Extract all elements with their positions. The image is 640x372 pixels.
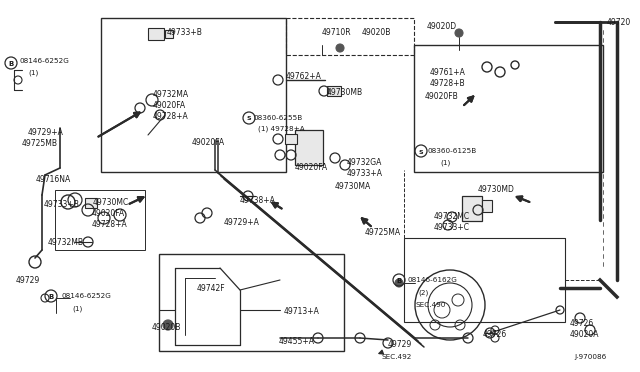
Text: 49728+A: 49728+A (153, 112, 189, 121)
Text: 49732MB: 49732MB (48, 238, 84, 247)
Bar (165, 30, 173, 38)
Text: 49729: 49729 (16, 276, 40, 285)
Text: 49728+A: 49728+A (92, 220, 128, 229)
Text: 49020FA: 49020FA (92, 209, 125, 218)
Text: 49020FA: 49020FA (295, 163, 328, 172)
Text: SEC.490: SEC.490 (415, 302, 445, 308)
Text: J-970086: J-970086 (574, 354, 606, 360)
Text: 49730MD: 49730MD (478, 185, 515, 194)
Text: 49729+A: 49729+A (28, 128, 64, 137)
Text: (1): (1) (440, 159, 451, 166)
Bar (286, 18, 414, 55)
Text: 49733+A: 49733+A (347, 169, 383, 178)
Text: 49732GA: 49732GA (347, 158, 382, 167)
Text: (2): (2) (418, 289, 428, 295)
Text: 49710R: 49710R (322, 28, 351, 37)
Text: 49733+B: 49733+B (167, 28, 203, 37)
Circle shape (336, 44, 344, 52)
Text: 49733+C: 49733+C (434, 223, 470, 232)
Text: (1): (1) (72, 305, 83, 311)
Text: 49732MC: 49732MC (434, 212, 470, 221)
Text: 49730MC: 49730MC (93, 198, 129, 207)
Text: 49742F: 49742F (197, 284, 226, 293)
Text: 49729+A: 49729+A (224, 218, 260, 227)
Bar (295, 130, 323, 165)
Text: SEC.492: SEC.492 (382, 354, 412, 360)
Bar (148, 28, 164, 40)
Text: 08146-6252G: 08146-6252G (62, 293, 112, 299)
Circle shape (395, 279, 403, 287)
Text: (1) 49728+A: (1) 49728+A (258, 126, 305, 132)
Text: (1): (1) (28, 70, 38, 77)
Text: 08146-6162G: 08146-6162G (407, 277, 457, 283)
Bar (327, 86, 341, 96)
Text: 49020FA: 49020FA (192, 138, 225, 147)
Text: 49716NA: 49716NA (36, 175, 71, 184)
Text: 49726: 49726 (483, 330, 508, 339)
Text: 49725MB: 49725MB (22, 139, 58, 148)
Text: 08360-6255B: 08360-6255B (253, 115, 302, 121)
Text: 08146-6252G: 08146-6252G (20, 58, 70, 64)
Text: 49762+A: 49762+A (286, 72, 322, 81)
Text: 49725MA: 49725MA (365, 228, 401, 237)
Bar (482, 200, 492, 212)
Text: 49732MA: 49732MA (153, 90, 189, 99)
Text: B: B (8, 61, 13, 67)
Text: B: B (396, 278, 402, 284)
Text: 49020D: 49020D (427, 22, 457, 31)
Text: 49730MB: 49730MB (327, 88, 363, 97)
Text: 49020A: 49020A (570, 330, 600, 339)
Bar (101, 18, 286, 172)
Text: B: B (49, 294, 54, 300)
Text: 49738+A: 49738+A (240, 196, 276, 205)
Text: 49730MA: 49730MA (335, 182, 371, 191)
Text: 49720: 49720 (607, 18, 631, 27)
Bar (404, 238, 565, 322)
Text: 49729: 49729 (388, 340, 412, 349)
Text: 08360-6125B: 08360-6125B (427, 148, 476, 154)
Text: S: S (419, 150, 423, 154)
Bar (55, 190, 145, 250)
Text: 49020FA: 49020FA (153, 101, 186, 110)
Text: 49020FB: 49020FB (425, 92, 459, 101)
Text: 49020B: 49020B (152, 323, 181, 332)
Text: 49726: 49726 (570, 319, 595, 328)
Text: 49455+A: 49455+A (279, 337, 315, 346)
Bar (414, 45, 603, 172)
Text: 49761+A: 49761+A (430, 68, 466, 77)
Bar (462, 196, 482, 221)
Bar (159, 254, 344, 351)
Circle shape (163, 320, 173, 330)
Text: 49728+B: 49728+B (430, 79, 466, 88)
Bar (85, 198, 97, 208)
Text: 49713+A: 49713+A (284, 307, 320, 316)
Bar (285, 134, 297, 144)
Text: 49733+B: 49733+B (44, 200, 80, 209)
Circle shape (455, 29, 463, 37)
Text: 49020B: 49020B (362, 28, 392, 37)
Text: S: S (246, 116, 252, 122)
